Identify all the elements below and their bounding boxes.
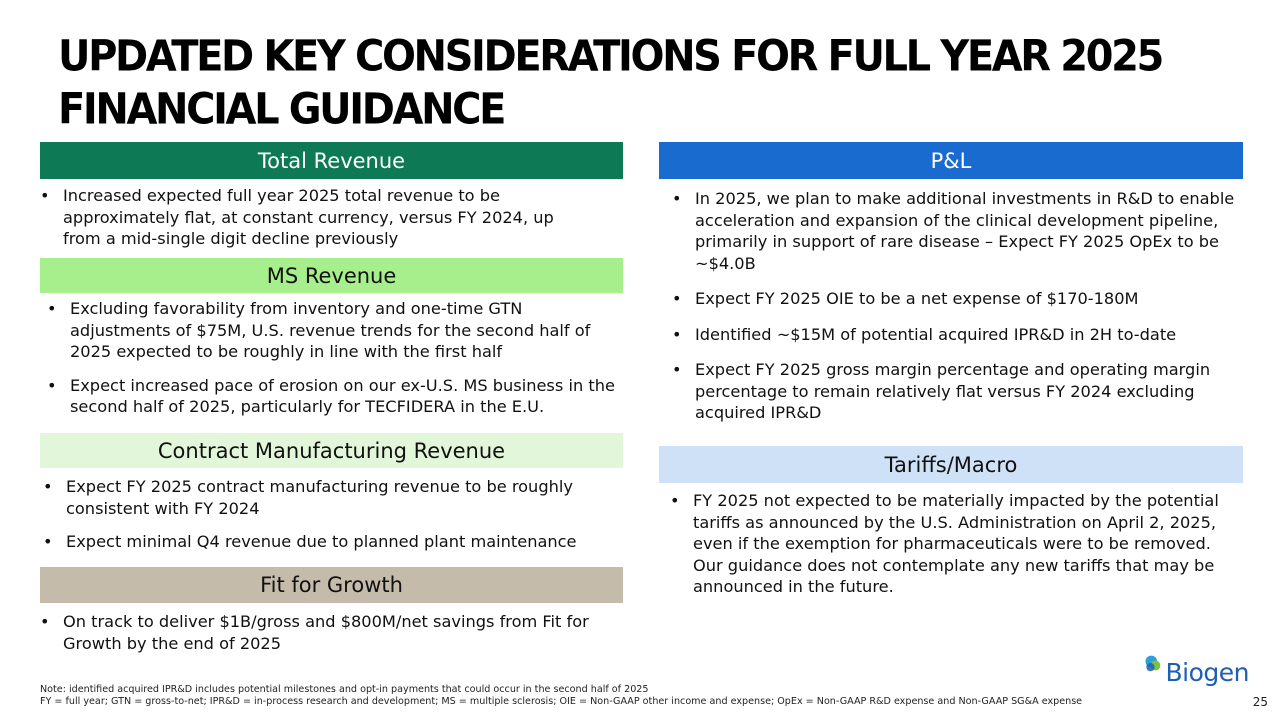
- footnote: Note: identified acquired IPR&D includes…: [40, 684, 1200, 708]
- total-revenue-header: Total Revenue: [40, 142, 623, 179]
- biogen-logo-text: Biogen: [1165, 657, 1250, 687]
- fit-for-growth-header: Fit for Growth: [40, 567, 623, 603]
- list-item: On track to deliver $1B/gross and $800M/…: [40, 611, 600, 654]
- fit-for-growth-list: On track to deliver $1B/gross and $800M/…: [40, 611, 600, 654]
- pl-list: In 2025, we plan to make additional inve…: [672, 188, 1237, 424]
- ms-revenue-header: MS Revenue: [40, 258, 623, 293]
- footnote-line-2: FY = full year; GTN = gross-to-net; IPR&…: [40, 696, 1083, 707]
- total-revenue-list: Increased expected full year 2025 total …: [40, 185, 570, 250]
- list-item: Excluding favorability from inventory an…: [47, 298, 622, 363]
- tariffs-macro-header: Tariffs/Macro: [659, 446, 1243, 483]
- tariffs-macro-list: FY 2025 not expected to be materially im…: [670, 490, 1240, 598]
- biogen-logo: Biogen: [1143, 648, 1249, 688]
- list-item: In 2025, we plan to make additional inve…: [672, 188, 1237, 274]
- list-item: Expect FY 2025 gross margin percentage a…: [672, 359, 1237, 424]
- pl-header: P&L: [659, 142, 1243, 179]
- title-line-2: FINANCIAL GUIDANCE: [58, 85, 506, 134]
- contract-manufacturing-header: Contract Manufacturing Revenue: [40, 433, 623, 468]
- list-item: Expect increased pace of erosion on our …: [47, 375, 622, 418]
- footnote-line-1: Note: identified acquired IPR&D includes…: [40, 684, 649, 695]
- list-item: Identified ~$15M of potential acquired I…: [672, 324, 1237, 346]
- list-item: Increased expected full year 2025 total …: [40, 185, 570, 250]
- page-number: 25: [1252, 695, 1268, 709]
- title-line-1: UPDATED KEY CONSIDERATIONS FOR FULL YEAR…: [58, 32, 1164, 81]
- list-item: Expect minimal Q4 revenue due to planned…: [43, 531, 603, 553]
- list-item: Expect FY 2025 contract manufacturing re…: [43, 476, 603, 519]
- page-title: UPDATED KEY CONSIDERATIONS FOR FULL YEAR…: [58, 30, 1208, 136]
- biogen-logo-mark-icon: [1145, 655, 1161, 672]
- contract-manufacturing-list: Expect FY 2025 contract manufacturing re…: [43, 476, 603, 553]
- list-item: Expect FY 2025 OIE to be a net expense o…: [672, 288, 1237, 310]
- ms-revenue-list: Excluding favorability from inventory an…: [47, 298, 622, 418]
- list-item: FY 2025 not expected to be materially im…: [670, 490, 1240, 598]
